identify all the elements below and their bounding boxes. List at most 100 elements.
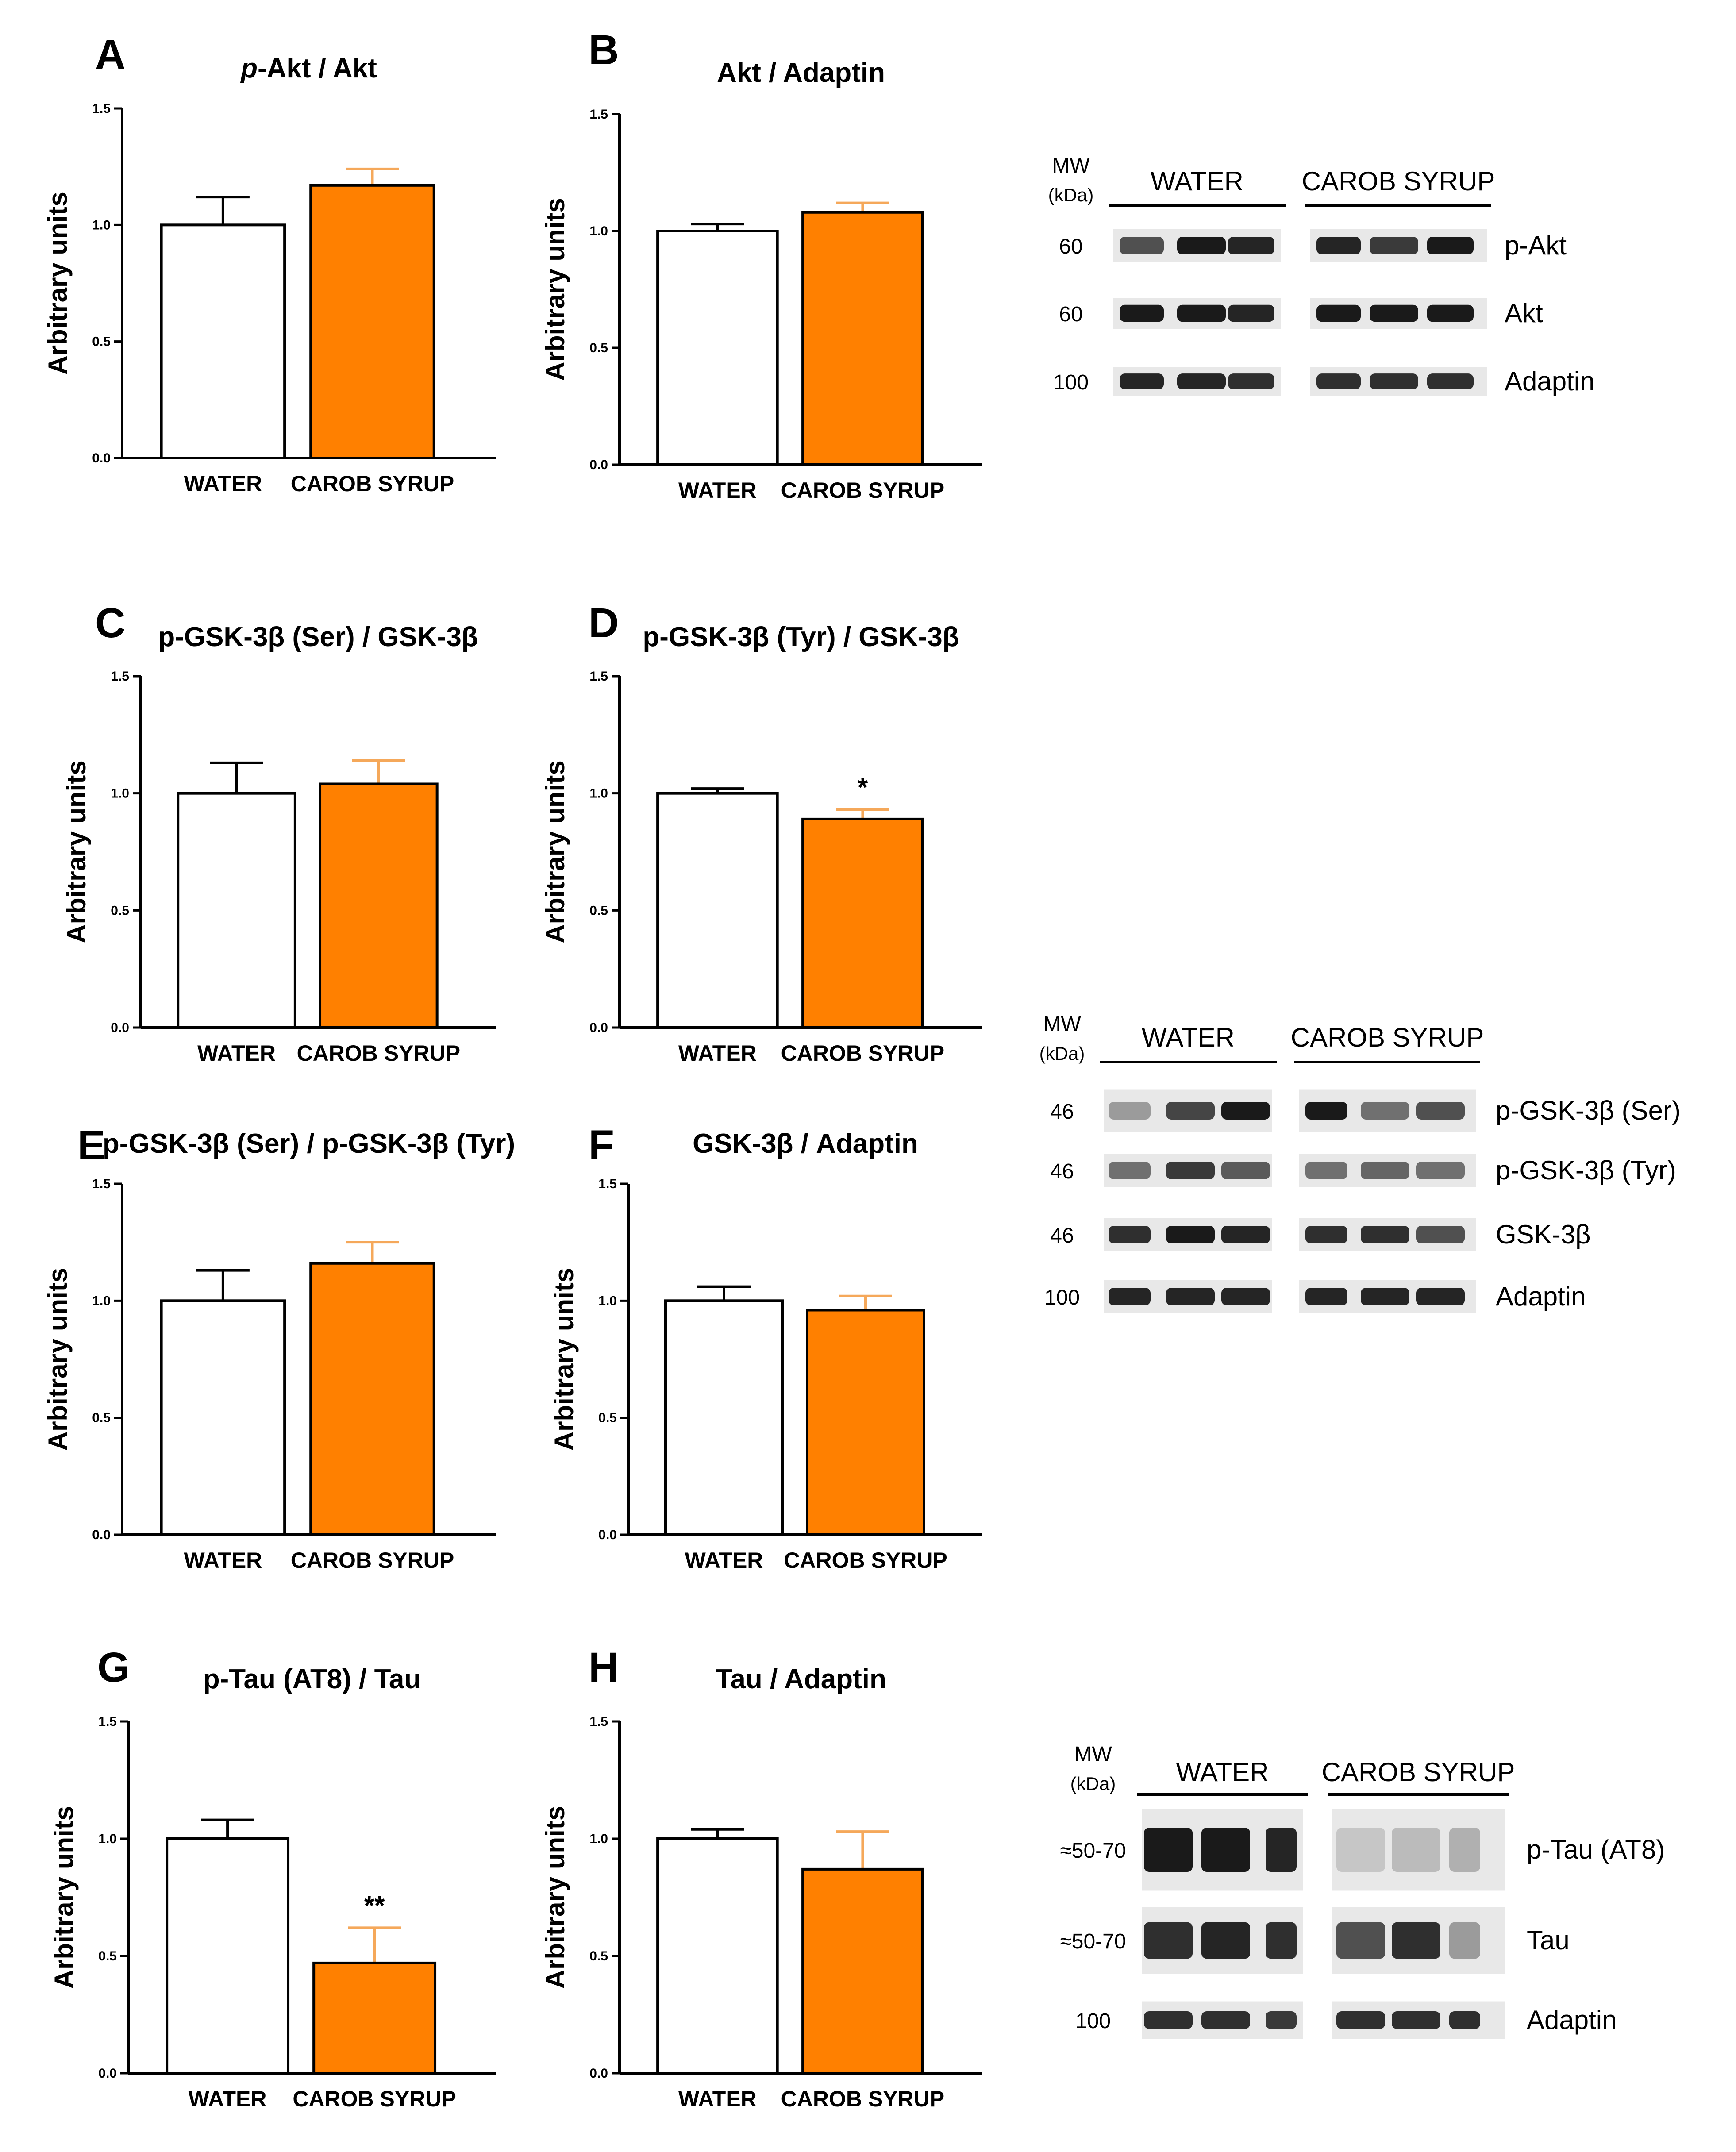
blot3-band — [1266, 1922, 1297, 1959]
blot2-band — [1361, 1162, 1409, 1179]
blot3-band — [1392, 1922, 1440, 1959]
blot1-band — [1228, 304, 1274, 322]
blot3-band — [1449, 1828, 1480, 1872]
blot3-mw-value: ≈50-70 — [1060, 1930, 1126, 1953]
chart-h-ytick-label: 0.5 — [589, 1949, 608, 1963]
chart-d-xtick-label: WATER — [678, 1041, 757, 1066]
chart-g-xtick-label: WATER — [189, 2087, 267, 2111]
chart-a-title: p-Akt / Akt — [240, 53, 377, 84]
chart-h-bar — [656, 1837, 779, 2075]
blot2-band — [1221, 1226, 1270, 1243]
blot1-band — [1120, 237, 1164, 254]
blot1-group-carob: CAROB SYRUP — [1302, 166, 1495, 196]
chart-c-title: p-GSK-3β (Ser) / GSK-3β — [158, 622, 478, 652]
chart-f-bar — [664, 1299, 784, 1536]
blot3-band — [1144, 1922, 1193, 1959]
blot3-row-label: p-Tau (AT8) — [1527, 1835, 1665, 1864]
chart-e-ytick-label: 1.0 — [92, 1294, 111, 1308]
blot3-band — [1266, 1828, 1297, 1872]
blot1-mw-label: MW — [1052, 154, 1090, 177]
blot2-band — [1109, 1288, 1151, 1305]
blot1-band — [1228, 237, 1274, 254]
chart-f-ytick-label: 1.5 — [598, 1177, 617, 1191]
blot3-band — [1336, 2011, 1385, 2029]
blot2-row-label: p-GSK-3β (Tyr) — [1496, 1155, 1676, 1185]
chart-e-ylabel: Arbitrary units — [43, 1268, 73, 1451]
chart-e-bar — [160, 1299, 286, 1536]
chart-b-ytick-label: 1.0 — [589, 224, 608, 239]
chart-a-ytick-label: 0.0 — [92, 451, 111, 466]
blot2-mw-label: MW — [1043, 1012, 1081, 1036]
blot2-group-water: WATER — [1142, 1023, 1235, 1052]
chart-c-ytick-label: 1.5 — [111, 669, 129, 684]
chart-f-bar — [806, 1309, 925, 1536]
chart-f-title: GSK-3β / Adaptin — [693, 1128, 918, 1159]
chart-a-ytick-label: 1.0 — [92, 218, 111, 232]
blot2-band — [1416, 1102, 1465, 1120]
blot1-row-label: p-Akt — [1505, 231, 1567, 260]
chart-b-title: Akt / Adaptin — [717, 58, 885, 88]
blot3-mw-label: MW — [1074, 1743, 1112, 1766]
blot3-row-label: Adaptin — [1527, 2005, 1617, 2035]
blot1-band — [1316, 373, 1361, 389]
blot1-kda-label: (kDa) — [1048, 185, 1094, 205]
blot3-band — [1201, 2011, 1250, 2029]
blot1-mw-value: 100 — [1053, 371, 1089, 394]
chart-b-xtick-label: WATER — [678, 478, 757, 503]
blot3-kda-label: (kDa) — [1070, 1773, 1116, 1794]
chart-f-ytick-label: 0.0 — [598, 1528, 617, 1542]
blot2-band — [1109, 1226, 1151, 1243]
chart-f-ytick-label: 0.5 — [598, 1411, 617, 1425]
chart-a-xtick-label: CAROB SYRUP — [291, 471, 454, 496]
chart-g-ytick-label: 1.0 — [98, 1832, 117, 1846]
blot3-band — [1392, 1828, 1440, 1872]
chart-a-xtick-label: WATER — [184, 471, 262, 496]
chart-e-title: p-GSK-3β (Ser) / p-GSK-3β (Tyr) — [103, 1128, 515, 1159]
blot3-band — [1449, 2011, 1480, 2029]
chart-d-bar — [801, 817, 924, 1029]
chart-g-xtick-label: CAROB SYRUP — [293, 2087, 456, 2111]
blot1-row-label: Akt — [1505, 298, 1543, 328]
chart-d-ylabel: Arbitrary units — [540, 760, 570, 943]
blot2-band — [1361, 1102, 1409, 1120]
blot3-band — [1336, 1828, 1385, 1872]
blot1-mw-value: 60 — [1059, 303, 1082, 326]
chart-f-panel-letter: F — [589, 1122, 614, 1169]
blot3-row-label: Tau — [1527, 1925, 1570, 1955]
blot3-band — [1266, 2011, 1297, 2029]
chart-a-panel-letter: A — [95, 31, 126, 78]
blot2-band — [1166, 1102, 1215, 1120]
chart-a-bar — [160, 223, 286, 460]
chart-h-bar — [801, 1867, 924, 2075]
blot1-band — [1120, 373, 1164, 389]
chart-c-ytick-label: 0.0 — [111, 1020, 129, 1035]
chart-d-ytick-label: 1.0 — [589, 786, 608, 801]
chart-b-panel-letter: B — [589, 27, 619, 73]
chart-b-ytick-label: 0.5 — [589, 341, 608, 355]
blot2-band — [1221, 1102, 1270, 1120]
chart-d-panel-letter: D — [589, 600, 619, 647]
chart-c-bar — [319, 782, 439, 1029]
chart-d-ytick-label: 0.5 — [589, 903, 608, 918]
blot1-group-water: WATER — [1151, 166, 1243, 196]
chart-h-ytick-label: 1.0 — [589, 1832, 608, 1846]
blot2-band — [1166, 1288, 1215, 1305]
blot3-group-water: WATER — [1176, 1757, 1269, 1787]
chart-b-bar — [801, 211, 924, 466]
chart-e-panel-letter: E — [77, 1122, 105, 1169]
blot2-band — [1166, 1226, 1215, 1243]
chart-e-bar — [309, 1262, 435, 1536]
blot1-band — [1370, 373, 1418, 389]
blot2-band — [1305, 1226, 1347, 1243]
chart-g-title: p-Tau (AT8) / Tau — [203, 1664, 421, 1694]
blot2-band — [1221, 1288, 1270, 1305]
blot1-band — [1370, 304, 1418, 322]
blot1-band — [1427, 237, 1474, 254]
chart-g-ylabel: Arbitrary units — [49, 1806, 79, 1989]
chart-h-title: Tau / Adaptin — [716, 1664, 886, 1694]
chart-f-ytick-label: 1.0 — [598, 1294, 617, 1308]
chart-b-bar — [656, 230, 779, 466]
chart-f-xtick-label: WATER — [685, 1548, 763, 1573]
blot3-mw-value: 100 — [1075, 2010, 1111, 2033]
